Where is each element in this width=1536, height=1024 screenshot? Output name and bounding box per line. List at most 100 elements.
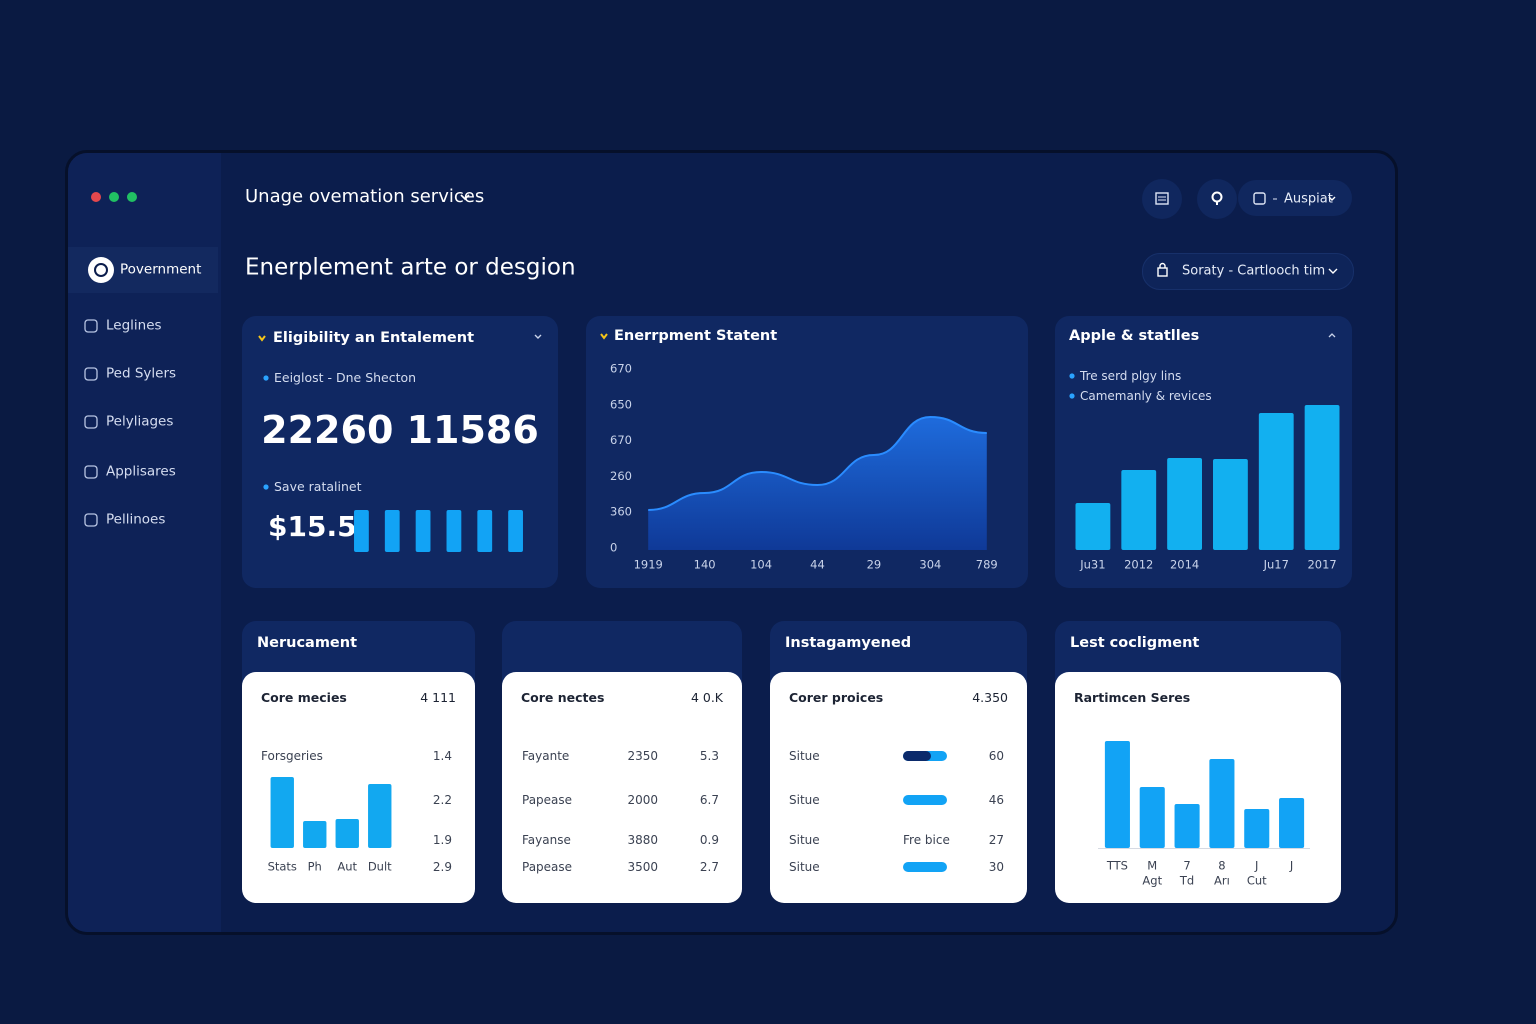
panel-header: Rartimcen Seres	[1074, 689, 1191, 705]
chevron-icon	[1328, 196, 1336, 201]
bar	[1139, 787, 1165, 848]
bar	[1258, 413, 1294, 550]
filter-dropdown[interactable]	[1142, 253, 1354, 290]
cell: Papease	[522, 793, 573, 807]
cell: Situe	[789, 749, 820, 763]
y-tick-label: 650	[610, 397, 632, 411]
cell: Situe	[789, 833, 820, 847]
bar	[1121, 470, 1157, 550]
panel-header: Core mecies	[261, 689, 347, 705]
area-fill	[648, 417, 987, 550]
cell: Situe	[789, 793, 820, 807]
card-title: Eligibility an Entalement	[273, 329, 475, 346]
bar	[1304, 405, 1340, 550]
x-tick-label: J	[1254, 859, 1258, 873]
toolbar-icon	[1211, 191, 1223, 205]
x-tick-label: Aut	[337, 860, 357, 874]
card-body	[502, 672, 742, 903]
toolbar-button[interactable]	[1197, 179, 1237, 219]
nav-title[interactable]: Unage ovemation services	[245, 186, 485, 207]
nav-item[interactable]: Leglines	[106, 317, 162, 334]
x-tick-label: 789	[976, 558, 998, 572]
x-tick-label: 304	[919, 558, 941, 572]
panel-value: 4.350	[972, 689, 1008, 705]
cell: 5.3	[699, 749, 719, 763]
side-value: 2.9	[432, 860, 452, 874]
window-controls	[91, 192, 137, 202]
cell: 30	[988, 860, 1004, 874]
bar	[1213, 459, 1248, 550]
window-dot	[109, 192, 119, 202]
x-tick-label: 1919	[634, 558, 663, 572]
legend-item: Camemanly & revices	[1080, 389, 1212, 403]
x-tick-label: Dult	[368, 860, 392, 874]
cell: 2350	[627, 749, 658, 763]
x-tick-label: Ju17	[1263, 558, 1289, 572]
x-tick-label: TTS	[1106, 859, 1128, 873]
panel-value: 4 0.K	[690, 689, 723, 705]
big-number: 22260 11586	[261, 408, 539, 452]
bar	[1104, 741, 1130, 848]
toolbar-button[interactable]	[1142, 179, 1182, 219]
nav-item[interactable]: Applisares	[106, 463, 176, 480]
bar	[270, 777, 294, 848]
nav-item[interactable]: Pellinoes	[106, 511, 166, 528]
bar	[354, 510, 369, 552]
bullet	[263, 375, 269, 381]
account-menu[interactable]	[1238, 180, 1352, 216]
brand-name: Povernment	[120, 261, 202, 278]
progress-track	[903, 862, 947, 872]
x-tick-label: Stats	[268, 860, 297, 874]
account-name: Auspiat	[1284, 191, 1333, 207]
card-title: Nerucament	[257, 634, 358, 651]
bar	[508, 510, 523, 552]
amount: $15.5	[268, 510, 357, 543]
title-icon	[600, 333, 608, 340]
chart: Stats Ph Aut Dult	[268, 777, 392, 874]
cell: 60	[988, 749, 1004, 763]
bar	[477, 510, 493, 552]
bar	[368, 784, 392, 848]
collapse-icon	[1328, 333, 1336, 338]
nav-icon	[84, 465, 98, 479]
card-body	[770, 672, 1027, 903]
y-tick-label: 670	[610, 362, 632, 376]
x-tick-sublabel: Cut	[1247, 874, 1267, 888]
bullet	[1069, 373, 1075, 379]
x-tick-label: Ph	[308, 860, 322, 874]
x-tick-sublabel: Agt	[1142, 874, 1162, 888]
window-dot	[127, 192, 137, 202]
row-label: Forsgeries	[261, 749, 323, 763]
bar	[446, 510, 462, 552]
cell: 3500	[627, 860, 658, 874]
cell: 27	[988, 833, 1004, 847]
card-title: Enerrpment Statent	[614, 327, 778, 344]
progress-bar	[903, 751, 947, 761]
cell: Fre bice	[903, 833, 950, 847]
cell: 2000	[627, 793, 658, 807]
nav-item[interactable]: Ped Sylers	[106, 365, 177, 382]
chevron-icon	[534, 334, 542, 339]
nav-item[interactable]: Pelyliages	[106, 413, 174, 430]
bar	[1279, 798, 1305, 848]
nav-icon	[84, 513, 98, 527]
side-value: 2.2	[432, 793, 452, 807]
side-value: 1.9	[432, 833, 452, 847]
x-tick-label: 2017	[1307, 558, 1336, 572]
bar	[1167, 458, 1202, 550]
legend-item: Tre serd plgy lins	[1080, 369, 1182, 383]
chart: Ju31 2012 2014 Ju17 2017	[1075, 405, 1340, 572]
cell: Situe	[789, 860, 820, 874]
y-tick-label: 0	[610, 541, 617, 555]
cell: Fayante	[522, 749, 570, 763]
cell: Papease	[522, 860, 573, 874]
x-tick-label: 2014	[1170, 558, 1199, 572]
y-tick-label: 360	[610, 505, 632, 519]
cell: 6.7	[699, 793, 719, 807]
chart: 670 650 670 260 360 0 1919 140 104 44 29 304 789	[610, 362, 998, 572]
x-tick-label: 2012	[1124, 558, 1153, 572]
x-tick-label: 140	[694, 558, 716, 572]
x-tick-label: M	[1147, 859, 1157, 873]
brand-logo	[88, 257, 114, 283]
